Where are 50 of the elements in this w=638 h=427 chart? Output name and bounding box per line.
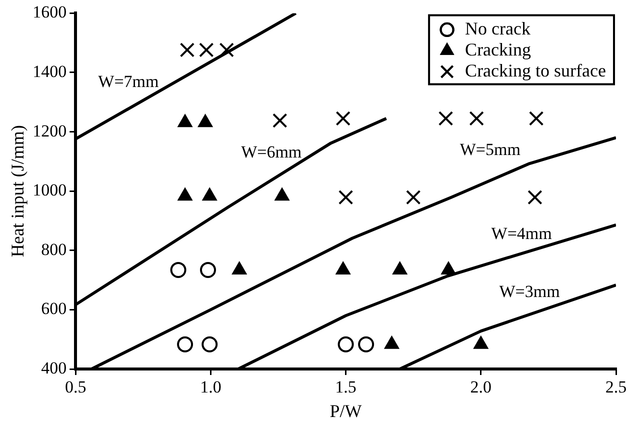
legend-label: Cracking	[465, 39, 532, 60]
point	[406, 190, 421, 205]
y-tick-label: 1000	[32, 180, 67, 200]
point	[528, 111, 544, 126]
series-label: W=4mm	[491, 224, 552, 244]
point	[528, 190, 542, 205]
point	[200, 262, 216, 278]
point	[336, 111, 350, 126]
point	[469, 111, 484, 126]
point	[338, 336, 354, 352]
series-label: W=7mm	[98, 72, 159, 92]
point	[178, 114, 192, 128]
point	[178, 188, 192, 201]
point	[338, 190, 354, 205]
x-tick-label: 2.5	[605, 378, 627, 397]
point	[384, 336, 399, 349]
x-tick-label: 1.0	[200, 378, 222, 397]
legend-label: No crack	[465, 18, 531, 38]
point	[198, 114, 212, 128]
point	[441, 262, 456, 274]
point	[170, 262, 186, 278]
x-tick-label: 2.0	[470, 378, 492, 397]
series-label: W=6mm	[241, 142, 302, 162]
point	[199, 42, 214, 58]
x-axis-title: P/W	[330, 400, 362, 421]
point	[202, 188, 217, 201]
point	[474, 336, 488, 349]
point	[232, 262, 246, 274]
legend-label: Cracking to surface	[465, 60, 606, 80]
point	[272, 113, 288, 128]
y-tick-label: 800	[41, 240, 67, 259]
series-label: W=5mm	[460, 140, 520, 159]
y-axis-title: Heat input (J/mm)	[8, 125, 28, 258]
point	[177, 336, 194, 352]
point	[392, 262, 407, 274]
y-tick-label: 600	[41, 299, 67, 318]
x-tick-label: 1.5	[335, 378, 356, 397]
point	[438, 111, 454, 126]
point	[202, 336, 218, 352]
series-label: W=3mm	[499, 282, 560, 301]
y-tick-label: 1600	[32, 2, 67, 22]
point	[274, 188, 290, 201]
point	[219, 42, 234, 58]
y-tick-label: 1200	[32, 121, 67, 140]
y-tick-label: 1400	[32, 62, 67, 81]
x-tick-label: 0.5	[64, 378, 86, 397]
point	[180, 42, 195, 58]
point	[336, 262, 350, 274]
y-tick-label: 400	[41, 358, 67, 378]
point	[358, 336, 374, 352]
